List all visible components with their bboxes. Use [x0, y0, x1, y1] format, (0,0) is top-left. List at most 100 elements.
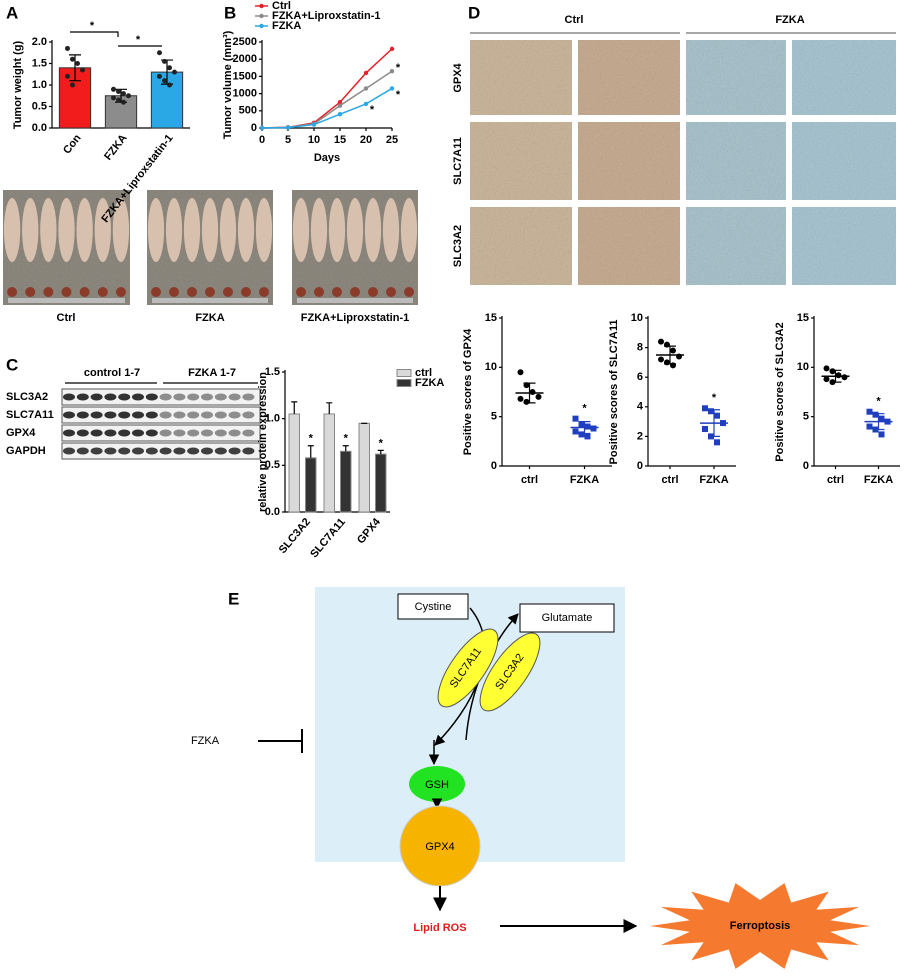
y-tick-label: 0 [491, 460, 497, 472]
data-point [517, 369, 524, 376]
data-point [664, 341, 670, 348]
mouse [255, 198, 273, 262]
legend-label: FZKA [272, 20, 301, 32]
bar [375, 453, 387, 513]
x-tick-label: ctrl [661, 474, 678, 486]
x-tick-label: 10 [308, 134, 320, 146]
panel-label: E [228, 589, 239, 608]
band [242, 411, 255, 419]
data-point [829, 368, 836, 375]
marker [285, 125, 291, 130]
mouse [147, 198, 165, 262]
band [159, 411, 172, 419]
tumor [404, 287, 414, 297]
error-bar [307, 445, 314, 458]
x-tick-label: ctrl [827, 474, 844, 486]
band [76, 393, 89, 401]
x-tick-label: FZKA [570, 474, 599, 486]
starburst [650, 883, 870, 969]
error-bar [829, 369, 842, 383]
box [397, 593, 469, 620]
tumor [61, 287, 72, 297]
x-tick-label: FZKA [102, 132, 130, 163]
y-tick-label: 2500 [233, 36, 257, 48]
pathway-diagram: Cystine Glutamate SLC7A11 SLC3A2 GSH GPX… [191, 587, 870, 969]
blot-row-label: GPX4 [6, 427, 36, 439]
cell-region [315, 587, 625, 862]
marker [363, 86, 369, 91]
marker [337, 103, 343, 108]
annotation: * [876, 396, 881, 408]
transporter [437, 628, 499, 708]
data-point [167, 65, 172, 71]
ihc-image [578, 207, 680, 285]
x-tick-label: GPX4 [355, 515, 384, 546]
data-point [578, 431, 585, 438]
data-point [65, 73, 70, 79]
panel-label: C [6, 355, 18, 374]
y-tick-label: 15 [797, 312, 809, 324]
ihc-image [686, 207, 786, 285]
band [187, 429, 200, 437]
data-point [172, 69, 177, 75]
tumor [386, 287, 396, 297]
band [228, 393, 241, 401]
legend-marker [259, 23, 264, 29]
mouse [364, 198, 382, 262]
ihc-image [578, 122, 680, 200]
band [201, 393, 213, 401]
y-tick-label: 5 [491, 411, 497, 423]
data-point [70, 82, 75, 88]
blot-row-label: SLC3A2 [6, 391, 48, 403]
tumor [187, 287, 197, 297]
data-point [708, 408, 714, 415]
y-tick-label: 1.5 [32, 57, 47, 69]
mouse [40, 198, 57, 262]
y-tick-label: 4 [637, 401, 644, 413]
tumor [296, 287, 306, 297]
tumor [151, 287, 161, 297]
bar [288, 413, 300, 513]
legend-label: Ctrl [272, 0, 291, 12]
mouse [112, 198, 130, 262]
band [145, 447, 158, 455]
annotation: * [712, 392, 717, 404]
data-point [162, 78, 167, 84]
y-tick-label: 6 [637, 371, 643, 383]
legend-label: FZKA+Liproxstatin-1 [272, 10, 380, 22]
band [90, 447, 103, 455]
mouse [58, 198, 75, 262]
band [173, 411, 186, 419]
data-point [590, 425, 597, 432]
error-bar [523, 382, 536, 404]
band [214, 429, 227, 437]
band [118, 429, 131, 437]
tumor [241, 287, 251, 297]
y-tick-label: 10 [631, 312, 643, 324]
band [90, 393, 103, 401]
band [132, 393, 144, 401]
ihc-image [578, 40, 680, 115]
panel-label: B [224, 3, 236, 22]
x-tick-label: FZKA [699, 474, 728, 486]
y-tick-label: 1500 [233, 70, 257, 82]
tumor [368, 287, 378, 297]
western-blot [61, 388, 261, 460]
band [145, 429, 158, 437]
node-label: GSH [425, 779, 449, 791]
data-point [517, 395, 524, 402]
band [159, 429, 172, 437]
bar [340, 450, 352, 513]
data-point [572, 415, 579, 422]
data-point [65, 45, 70, 51]
data-point [664, 359, 670, 366]
marker [389, 46, 395, 52]
box [519, 603, 615, 633]
band [173, 429, 186, 437]
annotation: * [379, 437, 384, 449]
y-tick-label: 1.0 [265, 413, 280, 425]
x-tick-label: 25 [386, 134, 398, 146]
mouse [328, 198, 346, 262]
y-tick-label: 2000 [233, 53, 257, 65]
band [228, 429, 241, 437]
